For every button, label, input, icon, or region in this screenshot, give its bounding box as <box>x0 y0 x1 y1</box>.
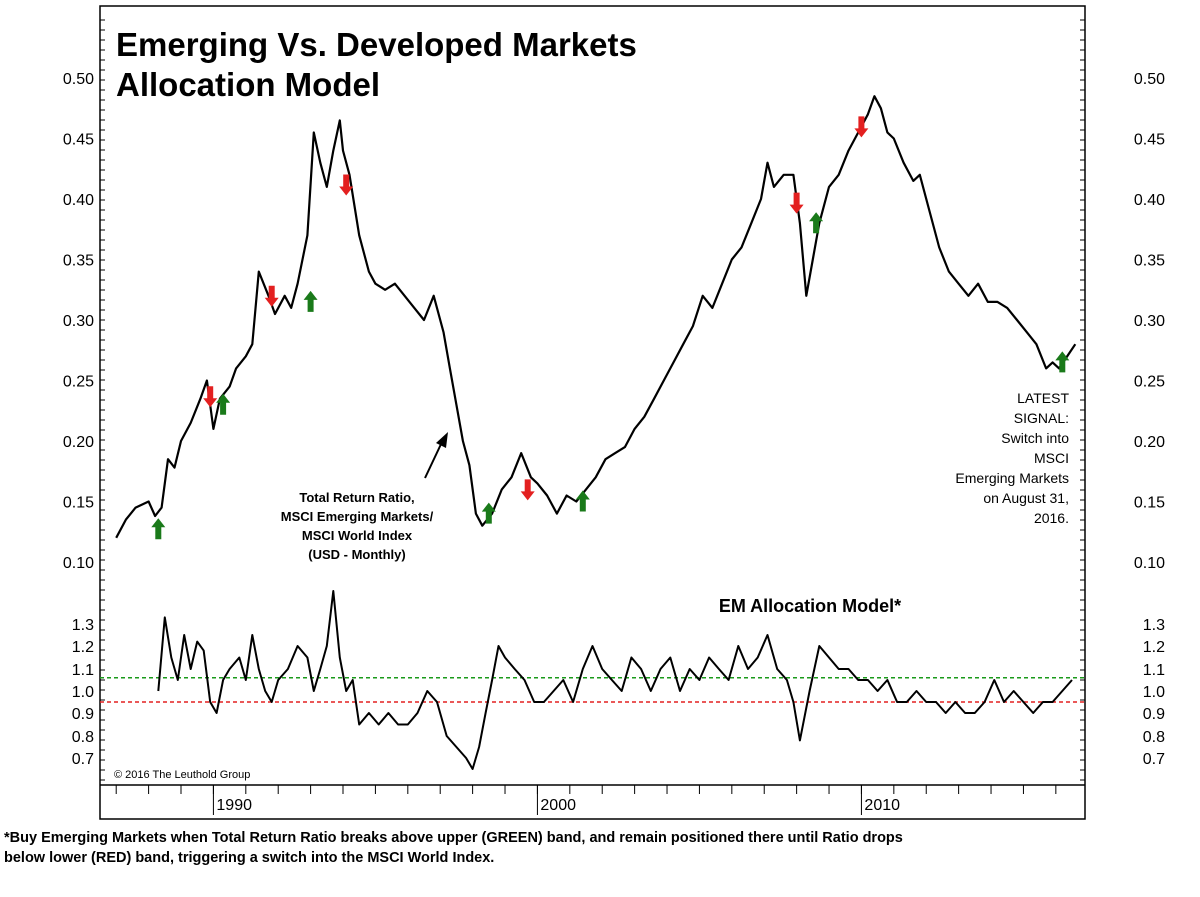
lower-y-tick-label-left: 1.3 <box>72 617 94 634</box>
buy-signal-arrow <box>1055 351 1070 373</box>
y-tick-label-right: 0.15 <box>1134 495 1165 512</box>
lower-y-tick-label-right: 0.7 <box>1143 751 1165 768</box>
annotation-line-2: MSCI Emerging Markets/ <box>281 509 434 524</box>
y-tick-label-right: 0.35 <box>1134 253 1165 270</box>
y-tick-label-left: 0.15 <box>63 495 94 512</box>
buy-signal-arrow <box>151 518 166 540</box>
sell-signal-arrow <box>203 386 218 408</box>
y-tick-label-left: 0.10 <box>63 555 94 572</box>
y-tick-label-right: 0.40 <box>1134 192 1165 209</box>
lower-y-tick-label-right: 1.0 <box>1143 684 1165 701</box>
y-tick-label-left: 0.20 <box>63 434 94 451</box>
lower-y-tick-label-right: 1.1 <box>1143 662 1165 679</box>
annotation-line-3: MSCI World Index <box>302 528 413 543</box>
lower-y-tick-label-left: 1.2 <box>72 639 94 656</box>
lower-y-tick-label-left: 0.8 <box>72 729 94 746</box>
plot-frame <box>99 5 1086 820</box>
sell-signal-arrow <box>339 174 354 196</box>
annotation-line-4: (USD - Monthly) <box>308 547 405 562</box>
footnote-line-1: *Buy Emerging Markets when Total Return … <box>4 830 903 846</box>
y-tick-label-right: 0.50 <box>1134 71 1165 88</box>
y-tick-label-right: 0.25 <box>1134 374 1165 391</box>
latest-line-6: on August 31, <box>983 490 1069 506</box>
buy-signal-arrow <box>216 393 231 415</box>
annotation-arrow-shaft <box>424 441 443 479</box>
y-tick-label-left: 0.25 <box>63 374 94 391</box>
latest-line-2: SIGNAL: <box>1014 410 1069 426</box>
lower-y-tick-label-left: 0.7 <box>72 751 94 768</box>
chart-marks: 0.50 0.50 0.45 0.45 0.40 0.40 0.35 0.35 0.30 0.30… <box>63 19 1165 815</box>
lower-y-tick-label-right: 0.9 <box>1143 706 1165 723</box>
sell-signal-arrow <box>789 192 804 214</box>
lower-y-tick-label-left: 1.0 <box>72 684 94 701</box>
latest-signal-note: LATEST SIGNAL: Switch into MSCI Emerging… <box>955 390 1069 526</box>
title-line-1: Emerging Vs. Developed Markets <box>116 26 637 63</box>
x-tick-label: 2010 <box>864 797 900 814</box>
y-tick-label-left: 0.45 <box>63 132 94 149</box>
lower-y-tick-label-right: 0.8 <box>1143 729 1165 746</box>
x-tick-label: 2000 <box>540 797 576 814</box>
annotation-arrow-head <box>436 432 448 448</box>
footnote-line-2: below lower (RED) band, triggering a swi… <box>4 850 494 866</box>
ratio-series-line <box>115 95 1077 539</box>
y-tick-label-right: 0.45 <box>1134 132 1165 149</box>
buy-signal-arrow <box>481 502 496 524</box>
lower-y-tick-label-left: 1.1 <box>72 662 94 679</box>
y-tick-label-left: 0.40 <box>63 192 94 209</box>
latest-line-7: 2016. <box>1034 510 1069 526</box>
latest-line-5: Emerging Markets <box>955 470 1069 486</box>
latest-line-1: LATEST <box>1017 390 1069 406</box>
title-line-2: Allocation Model <box>116 66 380 103</box>
model-series-line <box>157 590 1073 770</box>
sell-signal-arrow <box>520 479 535 501</box>
x-tick-label: 1990 <box>216 797 252 814</box>
lower-y-tick-label-right: 1.2 <box>1143 639 1165 656</box>
buy-signal-arrow <box>575 490 590 512</box>
sell-signal-arrow <box>854 116 869 138</box>
y-tick-label-left: 0.30 <box>63 313 94 330</box>
latest-line-3: Switch into <box>1001 430 1069 446</box>
lower-panel-title: EM Allocation Model* <box>719 596 901 616</box>
buy-signal-arrow <box>809 212 824 234</box>
ratio-annotation: Total Return Ratio, MSCI Emerging Market… <box>281 432 448 562</box>
y-tick-label-left: 0.50 <box>63 71 94 88</box>
y-tick-label-left: 0.35 <box>63 253 94 270</box>
y-tick-label-right: 0.10 <box>1134 555 1165 572</box>
lower-y-tick-label-right: 1.3 <box>1143 617 1165 634</box>
buy-signal-arrow <box>303 290 318 312</box>
lower-y-tick-label-left: 0.9 <box>72 706 94 723</box>
sell-signal-arrow <box>264 285 279 307</box>
copyright-text: © 2016 The Leuthold Group <box>114 769 250 781</box>
annotation-line-1: Total Return Ratio, <box>299 490 414 505</box>
y-tick-label-right: 0.20 <box>1134 434 1165 451</box>
latest-line-4: MSCI <box>1034 450 1069 466</box>
chart-title: Emerging Vs. Developed Markets Allocatio… <box>116 26 637 103</box>
y-tick-label-right: 0.30 <box>1134 313 1165 330</box>
